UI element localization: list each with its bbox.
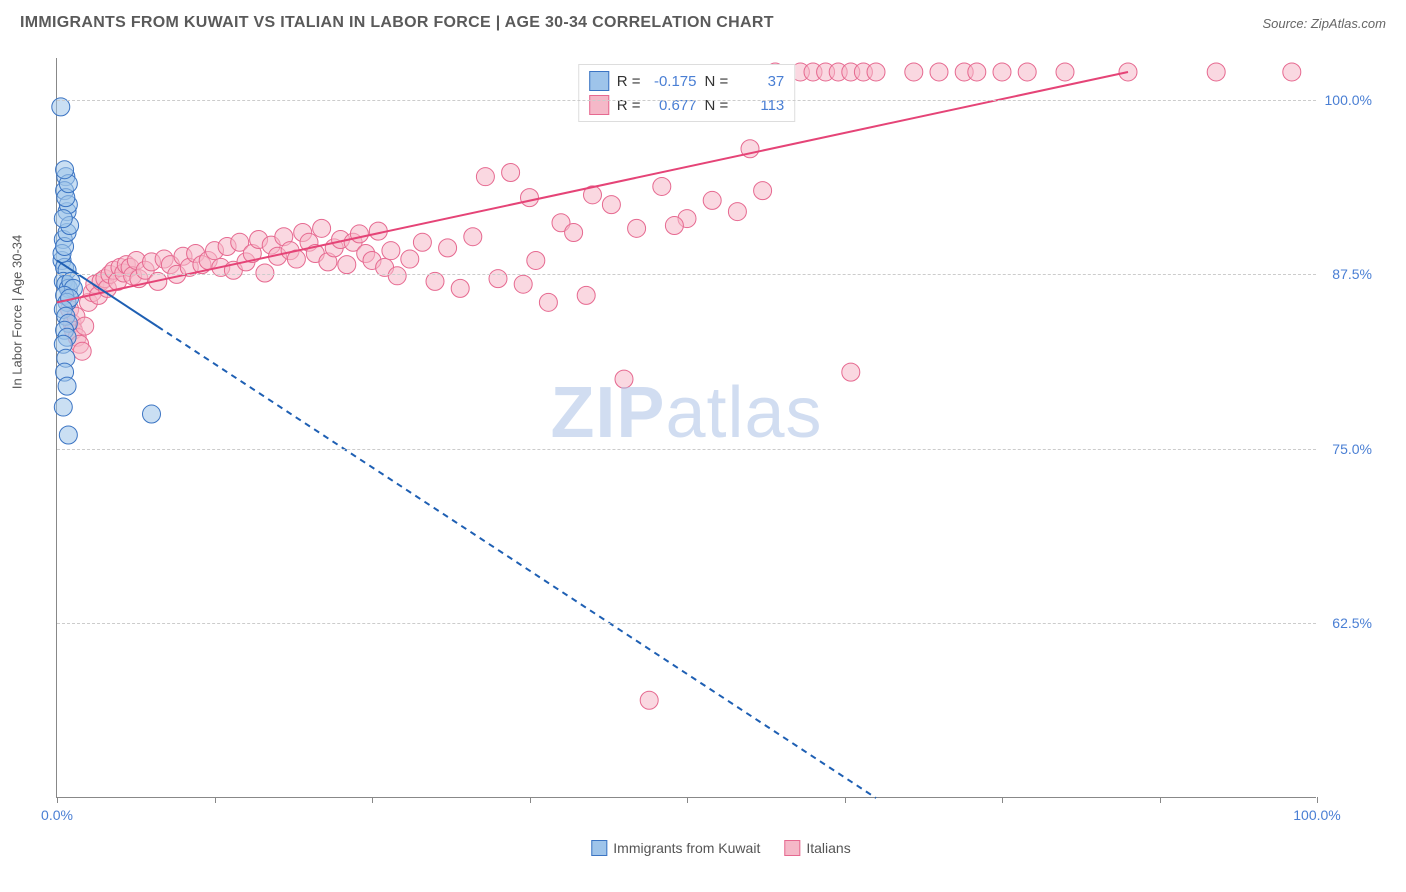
- data-point: [388, 267, 406, 285]
- x-tick: [215, 797, 216, 803]
- data-point: [640, 691, 658, 709]
- data-point: [59, 426, 77, 444]
- x-tick: [57, 797, 58, 803]
- x-tick: [372, 797, 373, 803]
- data-point: [313, 219, 331, 237]
- data-point: [350, 225, 368, 243]
- x-tick-label: 100.0%: [1293, 807, 1340, 823]
- stats-r-label: R =: [617, 73, 641, 90]
- data-point: [76, 317, 94, 335]
- data-point: [1207, 63, 1225, 81]
- stats-row: R = -0.175 N = 37: [589, 69, 785, 93]
- legend-item: Italians: [784, 840, 850, 856]
- legend-swatch: [591, 840, 607, 856]
- stats-swatch: [589, 71, 609, 91]
- data-point: [527, 251, 545, 269]
- data-point: [842, 363, 860, 381]
- x-tick: [1317, 797, 1318, 803]
- stats-swatch: [589, 95, 609, 115]
- legend-swatch: [784, 840, 800, 856]
- x-tick: [687, 797, 688, 803]
- data-point: [54, 210, 72, 228]
- x-tick-label: 0.0%: [41, 807, 73, 823]
- data-point: [615, 370, 633, 388]
- data-point: [930, 63, 948, 81]
- chart-header: IMMIGRANTS FROM KUWAIT VS ITALIAN IN LAB…: [0, 0, 1406, 42]
- data-point: [521, 189, 539, 207]
- legend-label: Immigrants from Kuwait: [613, 840, 760, 856]
- data-point: [413, 233, 431, 251]
- stats-n-value: 37: [736, 73, 784, 90]
- data-point: [54, 398, 72, 416]
- data-point: [143, 405, 161, 423]
- chart-container: In Labor Force | Age 30-34 ZIPatlas R =-…: [56, 58, 1386, 828]
- data-point: [256, 264, 274, 282]
- data-point: [464, 228, 482, 246]
- stats-row: R =0.677N =113: [589, 93, 785, 117]
- data-point: [58, 377, 76, 395]
- y-tick-label: 87.5%: [1332, 266, 1372, 282]
- data-point: [602, 196, 620, 214]
- source-attribution: Source: ZipAtlas.com: [1262, 16, 1386, 31]
- x-tick: [845, 797, 846, 803]
- data-point: [539, 293, 557, 311]
- gridline: [57, 100, 1316, 101]
- gridline: [57, 623, 1316, 624]
- data-point: [665, 217, 683, 235]
- stats-n-label: N =: [705, 73, 729, 90]
- x-tick: [530, 797, 531, 803]
- x-tick: [1160, 797, 1161, 803]
- data-point: [502, 163, 520, 181]
- y-tick-label: 100.0%: [1325, 92, 1372, 108]
- regression-line: [158, 327, 876, 798]
- plot-area: In Labor Force | Age 30-34 ZIPatlas R =-…: [56, 58, 1316, 798]
- data-point: [703, 191, 721, 209]
- data-point: [968, 63, 986, 81]
- data-point: [728, 203, 746, 221]
- data-point: [1056, 63, 1074, 81]
- legend-item: Immigrants from Kuwait: [591, 840, 760, 856]
- stats-r-value: -0.175: [649, 73, 697, 90]
- plot-svg: [57, 58, 1316, 797]
- data-point: [653, 177, 671, 195]
- data-point: [56, 161, 74, 179]
- data-point: [489, 270, 507, 288]
- data-point: [439, 239, 457, 257]
- bottom-legend: Immigrants from Kuwait Italians: [591, 840, 850, 856]
- stats-box: R = -0.175 N = 37 R =0.677N =113: [578, 64, 796, 122]
- data-point: [451, 279, 469, 297]
- data-point: [565, 224, 583, 242]
- data-point: [73, 342, 91, 360]
- data-point: [401, 250, 419, 268]
- data-point: [628, 219, 646, 237]
- data-point: [338, 256, 356, 274]
- data-point: [867, 63, 885, 81]
- data-point: [382, 242, 400, 260]
- data-point: [1283, 63, 1301, 81]
- y-tick-label: 75.0%: [1332, 441, 1372, 457]
- legend-label: Italians: [806, 840, 850, 856]
- gridline: [57, 449, 1316, 450]
- data-point: [1018, 63, 1036, 81]
- data-point: [905, 63, 923, 81]
- data-point: [754, 182, 772, 200]
- chart-title: IMMIGRANTS FROM KUWAIT VS ITALIAN IN LAB…: [20, 14, 774, 32]
- gridline: [57, 274, 1316, 275]
- x-tick: [1002, 797, 1003, 803]
- y-axis-title: In Labor Force | Age 30-34: [10, 234, 25, 388]
- y-tick-label: 62.5%: [1332, 615, 1372, 631]
- data-point: [476, 168, 494, 186]
- data-point: [993, 63, 1011, 81]
- data-point: [514, 275, 532, 293]
- data-point: [577, 286, 595, 304]
